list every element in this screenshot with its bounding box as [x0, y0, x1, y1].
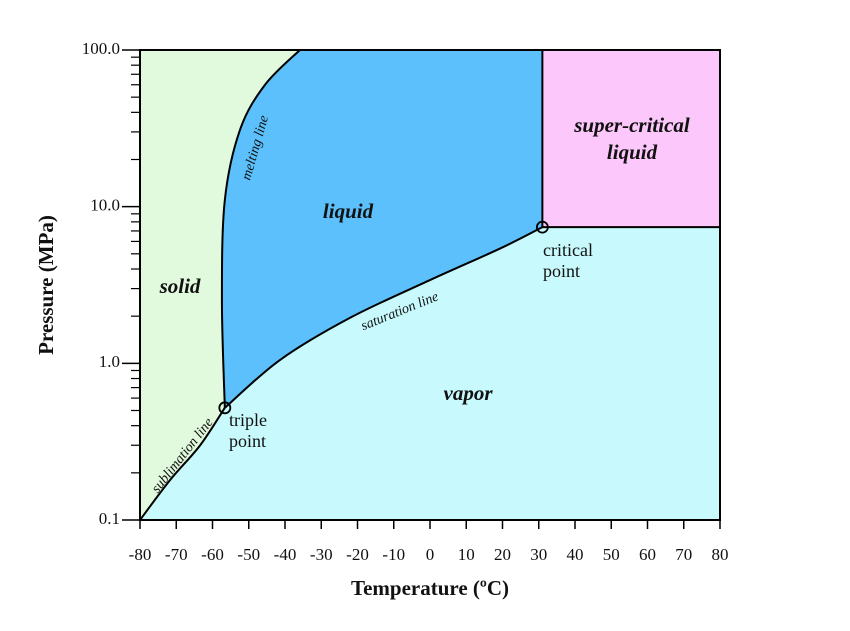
- x-axis-title: Temperature (ºC): [351, 576, 509, 600]
- x-tick-label: 60: [639, 545, 656, 564]
- x-tick-label: -70: [165, 545, 188, 564]
- phase-line: [224, 226, 543, 409]
- region-label: super-critical: [573, 113, 690, 137]
- point-label: triple: [229, 410, 267, 430]
- y-axis-title: Pressure (MPa): [34, 215, 58, 355]
- x-tick-label: -20: [346, 545, 369, 564]
- x-tick-label: 70: [675, 545, 692, 564]
- x-tick-label: -60: [201, 545, 224, 564]
- x-tick-label: -30: [310, 545, 333, 564]
- x-tick-label: -10: [382, 545, 405, 564]
- critical-boundary: [541, 50, 720, 229]
- region-label: vapor: [444, 381, 494, 405]
- x-tick-label: 0: [426, 545, 435, 564]
- region-label: solid: [159, 274, 201, 298]
- y-tick-label: 0.1: [99, 509, 120, 528]
- region-label: liquid: [323, 199, 374, 223]
- phase-lines: [139, 49, 720, 521]
- point-label: point: [543, 261, 580, 281]
- y-tick-label: 100.0: [82, 39, 120, 58]
- x-tick-label: 20: [494, 545, 511, 564]
- x-tick-label: 10: [458, 545, 475, 564]
- x-tick-label: 30: [530, 545, 547, 564]
- x-tick-label: -80: [129, 545, 152, 564]
- region-label: liquid: [607, 140, 658, 164]
- phase-point: [218, 401, 232, 415]
- x-tick-label: 80: [712, 545, 729, 564]
- region-fill: [140, 227, 720, 521]
- phase-point: [535, 220, 549, 234]
- point-label: point: [229, 431, 266, 451]
- phase-line: [139, 407, 226, 521]
- point-label: critical: [543, 240, 593, 260]
- axes: -80 -70 -60 -50 -40 -30 -20 -10 0 10 20 30 40 50 60 70 8…: [82, 39, 729, 564]
- x-tick-label: -40: [274, 545, 297, 564]
- y-tick-label: 1.0: [99, 352, 120, 371]
- x-tick-label: 50: [603, 545, 620, 564]
- y-tick-label: 10.0: [90, 196, 120, 215]
- region-fill: [221, 50, 543, 408]
- region-fill: [542, 50, 720, 228]
- x-tick-label: -50: [237, 545, 260, 564]
- x-tick-label: 40: [567, 545, 584, 564]
- region-fill: [140, 50, 300, 520]
- phase-line: [220, 49, 301, 408]
- regions: [140, 50, 720, 521]
